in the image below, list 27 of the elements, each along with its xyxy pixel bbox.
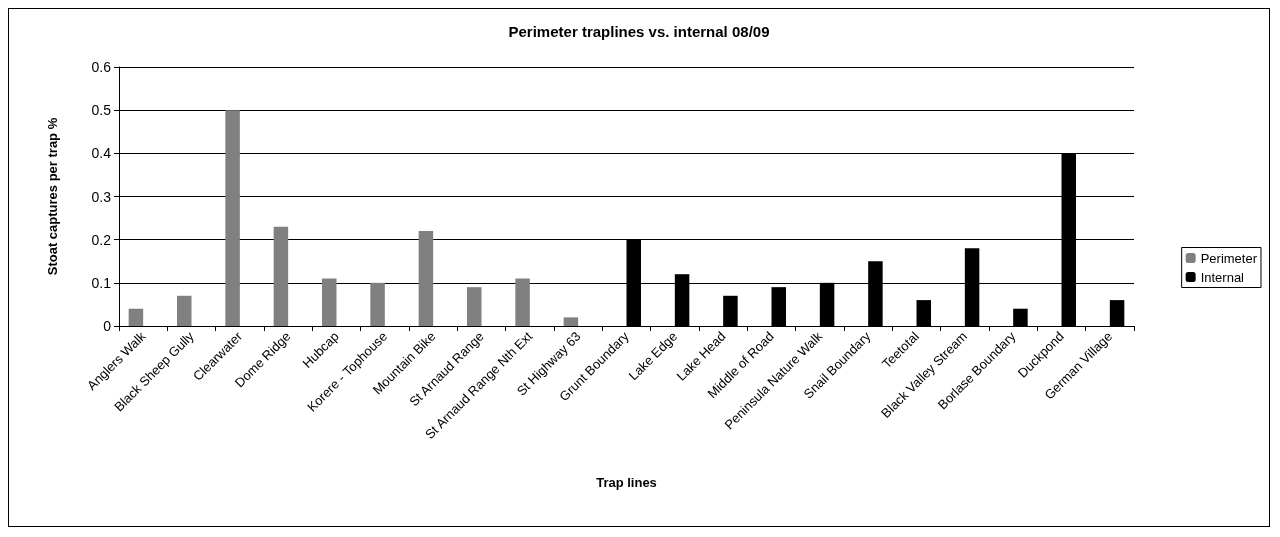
legend-label: Perimeter <box>1200 250 1258 266</box>
bar <box>1109 300 1125 326</box>
bar <box>723 295 738 326</box>
bar <box>128 308 144 326</box>
bar <box>771 287 786 326</box>
y-tick-label: 0 <box>103 318 112 334</box>
bar <box>322 278 337 326</box>
bar <box>177 295 192 326</box>
bar <box>916 300 931 326</box>
y-tick-label: 0.6 <box>91 59 112 75</box>
bar <box>515 278 530 326</box>
bar <box>418 231 434 326</box>
legend-label: Internal <box>1200 269 1245 285</box>
bar <box>563 317 579 326</box>
y-tick-label: 0.5 <box>91 102 112 119</box>
y-axis-title: Stoat captures per trap % <box>45 117 60 276</box>
y-tick-label: 0.3 <box>91 188 112 205</box>
bar <box>467 287 482 326</box>
y-tick-label: 0.1 <box>91 274 112 291</box>
chart-title: Perimeter traplines vs. internal 08/09 <box>508 23 770 40</box>
bar <box>273 226 289 326</box>
x-axis-title: Trap lines <box>596 475 657 490</box>
y-tick-label: 0.4 <box>91 145 112 162</box>
bar <box>225 110 240 326</box>
bar <box>1013 308 1028 326</box>
y-tick-label: 0.2 <box>91 231 112 248</box>
bar <box>370 282 385 326</box>
